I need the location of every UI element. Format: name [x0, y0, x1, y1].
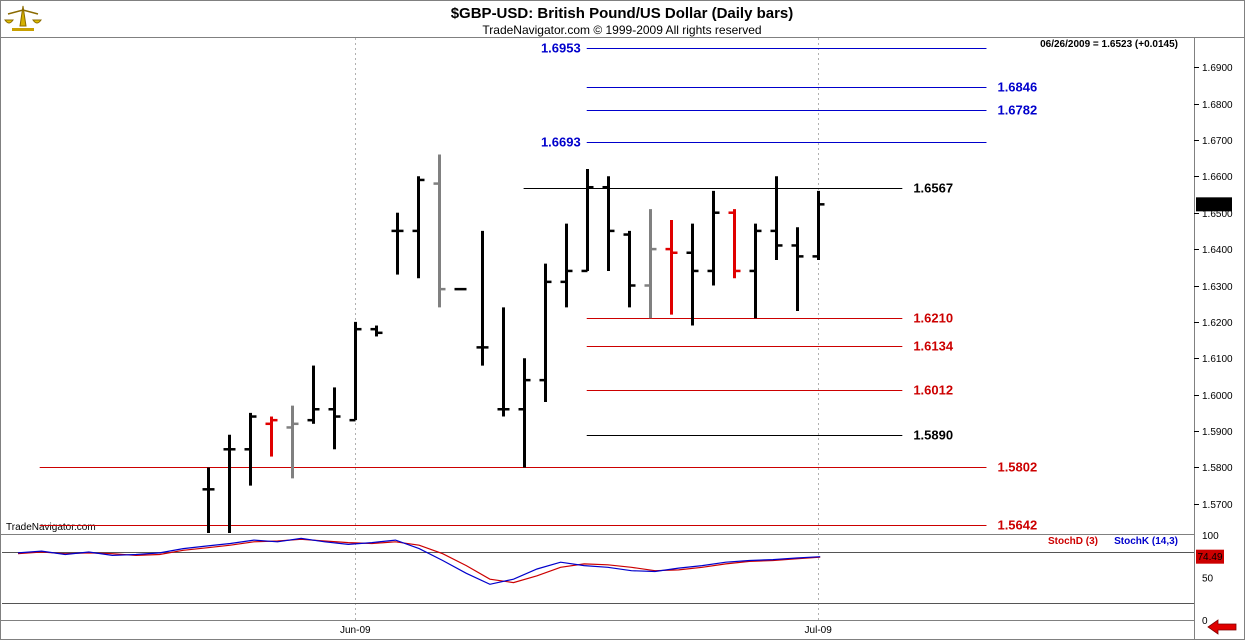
level-label-1.6693: 1.6693 — [541, 135, 581, 150]
y-tick-label: 1.6400 — [1202, 245, 1233, 256]
price-axis: 1.5700 1.5800 1.5900 1.6000 1.6100 1.6200 1.63… — [1194, 63, 1233, 511]
stochastic-panel: 0 50 100 StochD (3) StochK (14,3) 74.49 — [2, 531, 1224, 627]
level-label-1.6210: 1.6210 — [913, 311, 953, 326]
y-tick-label: 1.6600 — [1202, 172, 1233, 183]
price-bar — [476, 230, 489, 366]
price-bar — [307, 365, 320, 424]
price-bar — [349, 321, 362, 422]
stoch-tick-label: 0 — [1202, 616, 1208, 627]
price-bar — [581, 169, 594, 273]
price-bar — [370, 325, 383, 337]
price-bar — [791, 227, 804, 311]
price-bar — [728, 209, 741, 279]
legend-stochd: StochD (3) — [1048, 536, 1098, 547]
price-bar — [497, 307, 510, 417]
price-bar — [265, 416, 278, 457]
y-tick-label: 1.5900 — [1202, 427, 1233, 438]
x-tick-label: Jul-09 — [805, 625, 833, 636]
stoch-series-line — [17, 538, 821, 584]
level-label-1.6953: 1.6953 — [541, 41, 581, 56]
price-bar — [244, 412, 257, 486]
y-tick-label: 1.6800 — [1202, 100, 1233, 111]
level-label-1.6012: 1.6012 — [913, 383, 953, 398]
level-label-1.6567: 1.6567 — [913, 181, 953, 196]
watermark: TradeNavigator.com — [6, 522, 96, 533]
price-bar — [707, 190, 720, 286]
price-bars — [202, 154, 825, 533]
price-bar — [286, 405, 299, 479]
chart-title: $GBP-USD: British Pound/US Dollar (Daily… — [451, 5, 794, 22]
legend-stochk: StochK (14,3) — [1114, 536, 1178, 547]
stoch-last-box — [1196, 549, 1224, 564]
price-bar — [412, 176, 425, 279]
price-bar — [812, 190, 825, 261]
level-label-1.6782: 1.6782 — [997, 103, 1037, 118]
y-tick-label: 1.6200 — [1202, 318, 1233, 329]
y-tick-label: 1.6100 — [1202, 354, 1233, 365]
last-price-box — [1196, 197, 1232, 212]
stoch-tick-label: 100 — [1202, 531, 1219, 542]
x-tick-label: Jun-09 — [340, 625, 371, 636]
price-bar — [644, 209, 657, 319]
level-label-1.5642: 1.5642 — [997, 518, 1037, 533]
date-axis: Jun-09 Jul-09 — [340, 625, 832, 636]
level-label-1.5802: 1.5802 — [997, 460, 1037, 475]
price-bar — [202, 467, 215, 533]
y-tick-label: 1.6300 — [1202, 282, 1233, 293]
copyright-subtitle: TradeNavigator.com © 1999-2009 All right… — [482, 23, 761, 37]
last-price-info: 06/26/2009 = 1.6523 (+0.0145) — [1040, 39, 1178, 50]
y-tick-label: 1.6500 — [1202, 209, 1233, 220]
scroll-left-arrow-icon[interactable] — [1207, 619, 1237, 635]
level-label-1.5890: 1.5890 — [913, 428, 953, 443]
price-bar — [223, 434, 236, 533]
y-tick-label: 1.5700 — [1202, 500, 1233, 511]
y-tick-label: 1.5800 — [1202, 463, 1233, 474]
y-tick-label: 1.6700 — [1202, 136, 1233, 147]
price-bar — [391, 212, 404, 275]
price-bar — [539, 263, 552, 402]
price-bar — [749, 223, 762, 319]
stoch-last-label: 74.49 — [1197, 552, 1222, 563]
price-bar — [433, 154, 446, 308]
grid — [355, 38, 819, 620]
y-tick-label: 1.6000 — [1202, 391, 1233, 402]
last-price-label: 1.6523 — [1199, 200, 1230, 211]
stoch-series-line — [17, 537, 821, 585]
price-bar — [328, 387, 341, 450]
price-bar — [602, 176, 615, 271]
price-bar — [665, 219, 678, 315]
y-tick-label: 1.6900 — [1202, 63, 1233, 74]
price-bar — [623, 230, 636, 308]
price-bar — [518, 358, 531, 468]
price-bar — [560, 223, 573, 308]
logo-icon — [4, 5, 42, 31]
level-label-1.6846: 1.6846 — [997, 80, 1037, 95]
price-bar — [770, 176, 783, 261]
level-label-1.6134: 1.6134 — [913, 339, 954, 354]
price-bar — [686, 223, 699, 326]
price-levels: 1.6953 1.6846 1.6782 1.6693 1.6567 1.6210 1.61… — [39, 41, 1037, 533]
stoch-tick-label: 50 — [1202, 574, 1214, 585]
